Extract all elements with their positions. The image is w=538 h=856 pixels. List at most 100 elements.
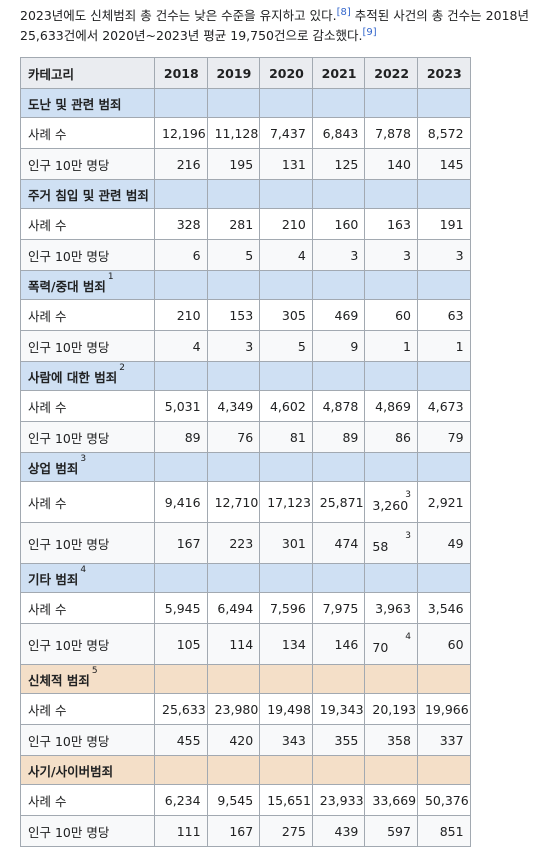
value-cell: 455 (154, 724, 208, 756)
row-label: 사례 수 (20, 117, 155, 149)
value-cell: 19,343 (311, 693, 366, 725)
table-body: 도난 및 관련 범죄 사례 수 12,196 11,128 7,437 6,843 7,87… (20, 88, 471, 847)
value-cell: 125 (311, 148, 366, 180)
category-empty-cell (311, 664, 366, 694)
category-row: 도난 및 관련 범죄 (20, 88, 471, 118)
category-footnote: 2 (119, 363, 125, 374)
category-empty-cell (416, 88, 471, 118)
category-empty-cell (364, 755, 418, 785)
category-empty-cell (206, 88, 261, 118)
value-cell: 3 (206, 330, 261, 362)
category-empty-cell (311, 270, 366, 300)
category-empty-cell (259, 361, 313, 391)
header-year: 2019 (206, 57, 261, 89)
value-cell: 275 (259, 815, 313, 847)
category-name: 신체적 범죄5 (20, 664, 155, 694)
reference-link-9[interactable]: [9] (362, 26, 377, 38)
category-empty-cell (259, 270, 313, 300)
value-cell: 76 (206, 421, 261, 453)
category-row: 폭력/중대 범죄1 (20, 270, 471, 300)
value-cell: 195 (206, 148, 261, 180)
value-cell: 5,031 (154, 390, 208, 422)
category-empty-cell (206, 755, 261, 785)
table-header-row: 카테고리 2018 2019 2020 2021 2022 2023 (20, 57, 471, 89)
value-cell: 23,980 (206, 693, 261, 725)
category-empty-cell (154, 88, 208, 118)
row-label: 인구 10만 명당 (20, 815, 155, 847)
category-empty-cell (154, 664, 208, 694)
category-empty-cell (364, 179, 418, 209)
category-empty-cell (364, 88, 418, 118)
value-cell: 358 (364, 724, 418, 756)
category-empty-cell (416, 452, 471, 482)
value-cell: 4,878 (311, 390, 366, 422)
value-cell: 7,878 (364, 117, 418, 149)
category-row: 상업 범죄3 (20, 452, 471, 482)
row-label: 인구 10만 명당 (20, 724, 155, 756)
category-empty-cell (206, 361, 261, 391)
category-row: 기타 범죄4 (20, 563, 471, 593)
cell-footnote: 3 (405, 531, 411, 541)
value-cell: 597 (364, 815, 418, 847)
value-cell: 60 (364, 299, 418, 331)
category-label: 상업 범죄 (28, 460, 79, 476)
row-label: 사례 수 (20, 208, 155, 240)
value-cell: 63 (416, 299, 471, 331)
row-label: 사례 수 (20, 481, 155, 523)
value-cell: 3,546 (416, 592, 471, 624)
cases-row: 사례 수 12,196 11,128 7,437 6,843 7,878 8,572 (20, 117, 471, 149)
value-cell: 163 (364, 208, 418, 240)
category-empty-cell (154, 563, 208, 593)
value-cell: 11,128 (206, 117, 261, 149)
value-cell: 5 (259, 330, 313, 362)
reference-link-8[interactable]: [8] (336, 6, 351, 18)
category-empty-cell (364, 664, 418, 694)
value-cell: 3,963 (364, 592, 418, 624)
value-cell: 474 (311, 522, 366, 564)
value-cell: 114 (206, 623, 261, 665)
value-cell: 1 (364, 330, 418, 362)
value-cell: 3 3,260 (364, 481, 418, 523)
value-cell: 50,376 (416, 784, 471, 816)
cases-row: 사례 수 6,234 9,545 15,651 23,933 33,669 50,376 (20, 784, 471, 816)
category-name: 사람에 대한 범죄2 (20, 361, 155, 391)
rate-row: 인구 10만 명당 4 3 5 9 1 1 (20, 330, 471, 362)
rate-row: 인구 10만 명당 111 167 275 439 597 851 (20, 815, 471, 847)
value-cell: 105 (154, 623, 208, 665)
value-cell: 7,437 (259, 117, 313, 149)
category-empty-cell (259, 452, 313, 482)
value-cell: 2,921 (416, 481, 471, 523)
category-empty-cell (416, 755, 471, 785)
value-cell: 8,572 (416, 117, 471, 149)
value-cell: 25,633 (154, 693, 208, 725)
category-empty-cell (364, 563, 418, 593)
value-cell: 15,651 (259, 784, 313, 816)
value-cell: 6,843 (311, 117, 366, 149)
category-empty-cell (154, 179, 208, 209)
value-cell: 3 (364, 239, 418, 271)
row-label: 인구 10만 명당 (20, 239, 155, 271)
row-label: 사례 수 (20, 784, 155, 816)
category-empty-cell (154, 452, 208, 482)
value-cell: 6,494 (206, 592, 261, 624)
value-cell: 4,602 (259, 390, 313, 422)
value-cell: 146 (311, 623, 366, 665)
value-cell: 140 (364, 148, 418, 180)
intro-text-b: 추적된 사건의 총 건수는 2018년 25,633건에서 2020년~2023… (20, 8, 529, 43)
category-empty-cell (206, 563, 261, 593)
category-empty-cell (311, 361, 366, 391)
cases-row: 사례 수 5,031 4,349 4,602 4,878 4,869 4,673 (20, 390, 471, 422)
cell-value: 70 (372, 640, 389, 655)
header-category: 카테고리 (20, 57, 155, 89)
category-footnote: 5 (91, 666, 98, 677)
category-footnote: 1 (107, 272, 114, 283)
row-label: 인구 10만 명당 (20, 522, 155, 564)
cell-footnote: 3 (405, 490, 411, 500)
category-empty-cell (311, 563, 366, 593)
value-cell: 9,545 (206, 784, 261, 816)
rate-row: 인구 10만 명당 105 114 134 146 4 70 60 (20, 623, 471, 665)
rate-row: 인구 10만 명당 89 76 81 89 86 79 (20, 421, 471, 453)
category-empty-cell (416, 179, 471, 209)
value-cell: 49 (416, 522, 471, 564)
value-cell: 12,196 (154, 117, 208, 149)
